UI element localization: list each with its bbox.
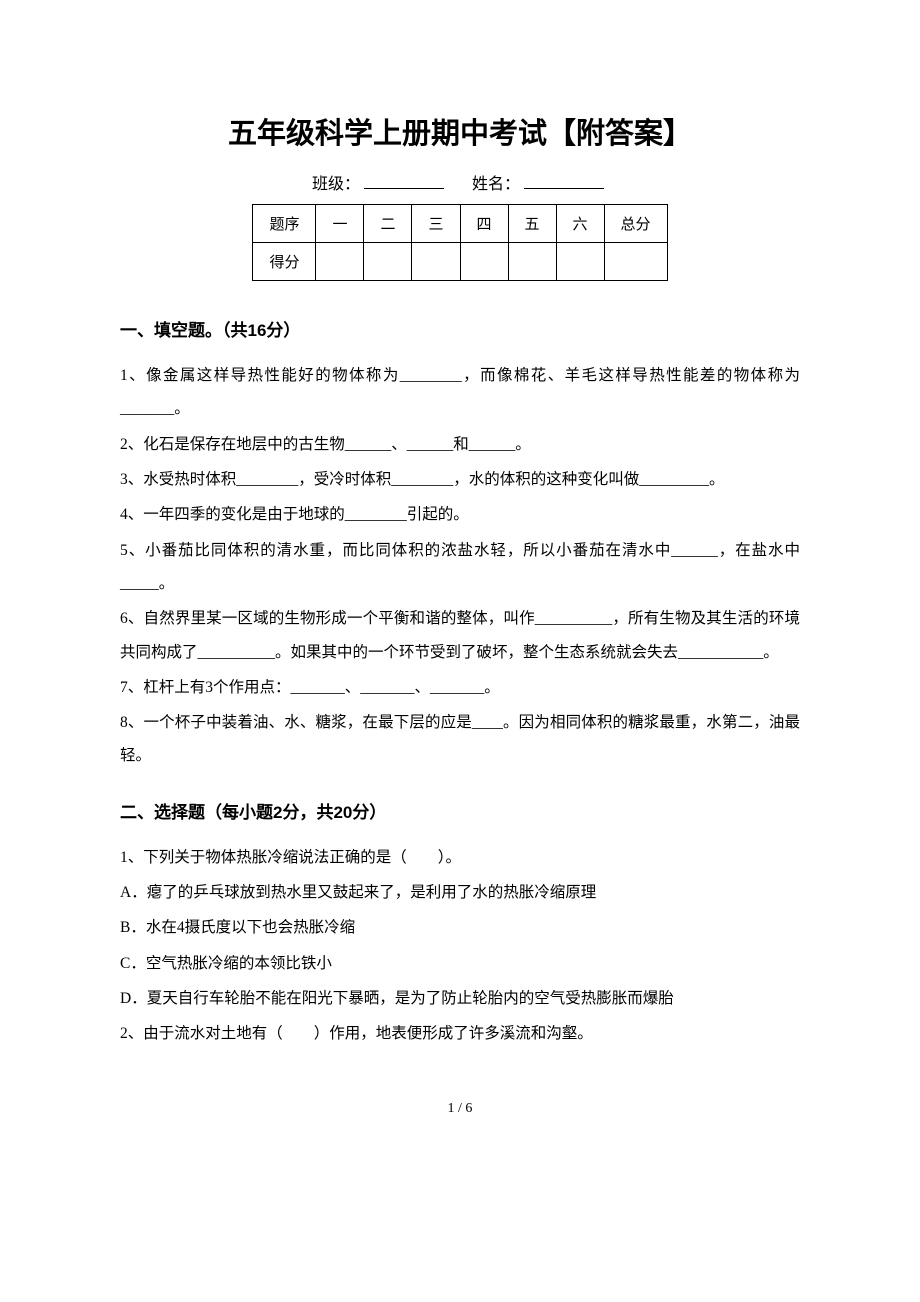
table-cell: [460, 243, 508, 281]
table-cell: 得分: [253, 243, 316, 281]
s2-q2-stem: 2、由于流水对土地有（ ）作用，地表便形成了许多溪流和沟壑。: [120, 1017, 800, 1050]
page-number: 1 / 6: [120, 1101, 800, 1117]
name-label: 姓名：: [472, 176, 520, 193]
table-cell: [316, 243, 364, 281]
section1-heading: 一、填空题。（共16分）: [120, 316, 800, 341]
table-cell: [364, 243, 412, 281]
table-header: 五: [508, 205, 556, 243]
s1-q6: 6、自然界里某一区域的生物形成一个平衡和谐的整体，叫作__________，所有…: [120, 602, 800, 669]
s1-q1: 1、像金属这样导热性能好的物体称为________，而像棉花、羊毛这样导热性能差…: [120, 359, 800, 426]
table-header: 三: [412, 205, 460, 243]
s2-q1-optA: A．瘪了的乒乓球放到热水里又鼓起来了，是利用了水的热胀冷缩原理: [120, 876, 800, 909]
s2-q1-optC: C．空气热胀冷缩的本领比铁小: [120, 947, 800, 980]
name-blank: [524, 188, 604, 189]
s1-q8: 8、一个杯子中装着油、水、糖浆，在最下层的应是____。因为相同体积的糖浆最重，…: [120, 706, 800, 773]
class-blank: [364, 188, 444, 189]
exam-title: 五年级科学上册期中考试【附答案】: [120, 110, 800, 152]
s1-q2: 2、化石是保存在地层中的古生物______、______和______。: [120, 428, 800, 461]
student-info-line: 班级： 姓名：: [120, 170, 800, 194]
table-header: 一: [316, 205, 364, 243]
table-row: 题序 一 二 三 四 五 六 总分: [253, 205, 667, 243]
table-header: 题序: [253, 205, 316, 243]
class-label: 班级：: [312, 176, 360, 193]
table-cell: [508, 243, 556, 281]
table-cell: [412, 243, 460, 281]
table-row: 得分: [253, 243, 667, 281]
section2-heading: 二、选择题（每小题2分，共20分）: [120, 798, 800, 823]
table-header: 四: [460, 205, 508, 243]
s2-q1-stem: 1、下列关于物体热胀冷缩说法正确的是（ ）。: [120, 841, 800, 874]
table-cell: [604, 243, 667, 281]
s1-q7: 7、杠杆上有3个作用点：_______、_______、_______。: [120, 671, 800, 704]
table-cell: [556, 243, 604, 281]
s2-q1-optB: B．水在4摄氏度以下也会热胀冷缩: [120, 911, 800, 944]
table-header: 总分: [604, 205, 667, 243]
table-header: 六: [556, 205, 604, 243]
score-table: 题序 一 二 三 四 五 六 总分 得分: [252, 204, 667, 281]
s1-q4: 4、一年四季的变化是由于地球的________引起的。: [120, 498, 800, 531]
s1-q5: 5、小番茄比同体积的清水重，而比同体积的浓盐水轻，所以小番茄在清水中______…: [120, 534, 800, 601]
s2-q1-optD: D．夏天自行车轮胎不能在阳光下暴晒，是为了防止轮胎内的空气受热膨胀而爆胎: [120, 982, 800, 1015]
table-header: 二: [364, 205, 412, 243]
s1-q3: 3、水受热时体积________，受冷时体积________，水的体积的这种变化…: [120, 463, 800, 496]
